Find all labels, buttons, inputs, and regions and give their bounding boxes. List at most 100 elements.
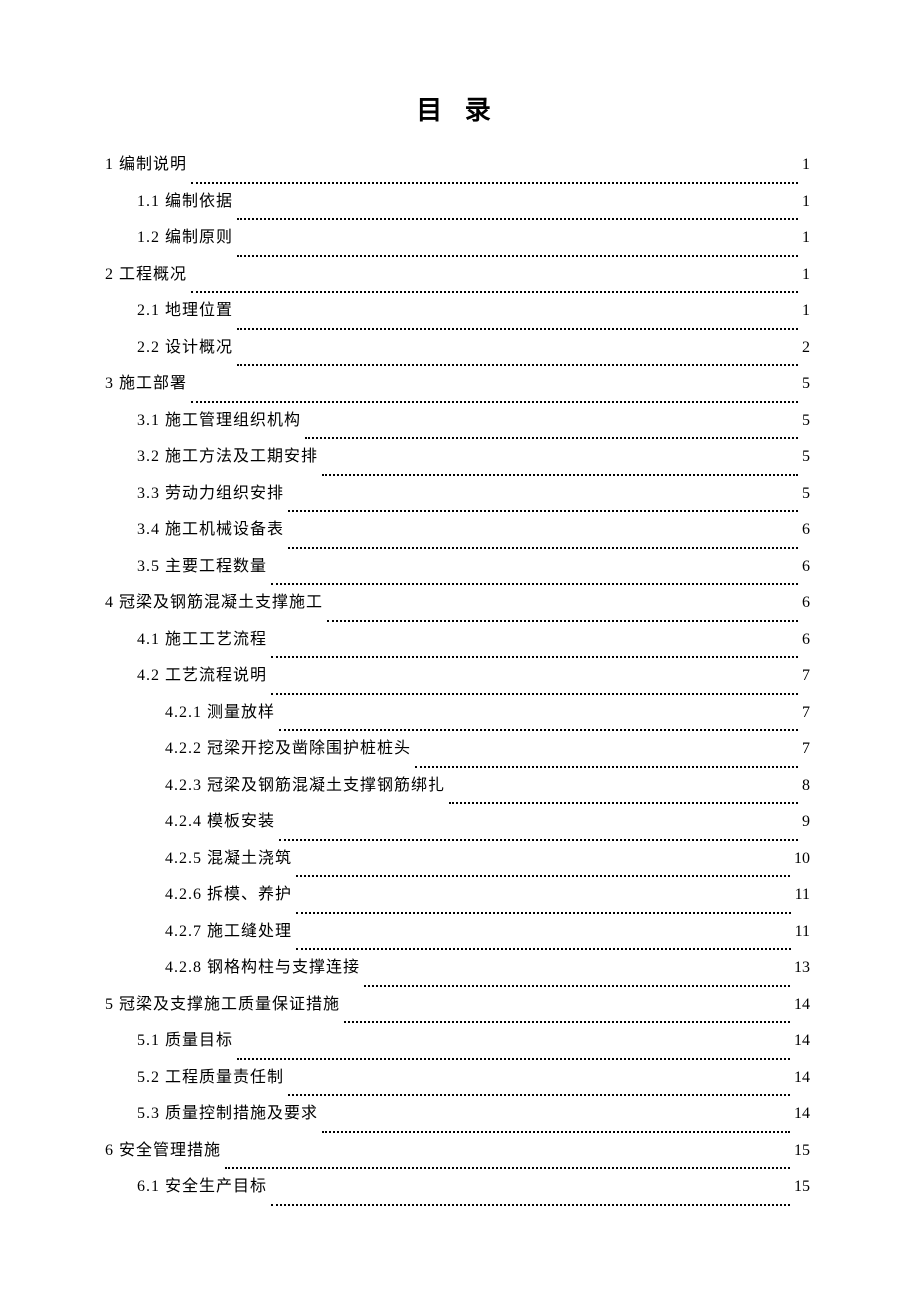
toc-leader-dots (288, 1093, 790, 1096)
toc-leader-dots (296, 947, 791, 950)
toc-entry-label: 4.1 施工工艺流程 (137, 632, 267, 648)
toc-leader-dots (322, 473, 798, 476)
toc-leader-dots (364, 984, 790, 987)
toc-entry: 4.1 施工工艺流程 6 (105, 632, 810, 669)
toc-leader-dots (237, 217, 798, 220)
toc-leader-dots (271, 655, 798, 658)
toc-entry: 4.2.2 冠梁开挖及凿除围护桩桩头 7 (105, 741, 810, 778)
toc-leader-dots (271, 692, 798, 695)
toc-entry-page: 15 (794, 1179, 810, 1195)
toc-entry-label: 3.2 施工方法及工期安排 (137, 449, 318, 465)
toc-entry: 1.2 编制原则 1 (105, 230, 810, 267)
toc-entry-page: 10 (794, 851, 810, 867)
toc-entry: 3.4 施工机械设备表 6 (105, 522, 810, 559)
toc-entry-page: 1 (802, 157, 810, 173)
toc-entry: 3.2 施工方法及工期安排5 (105, 449, 810, 486)
toc-entry-page: 6 (802, 522, 810, 538)
toc-leader-dots (237, 363, 798, 366)
toc-entry-label: 5.1 质量目标 (137, 1033, 233, 1049)
toc-entry-label: 1.2 编制原则 (137, 230, 233, 246)
toc-entry: 4.2 工艺流程说明 7 (105, 668, 810, 705)
toc-entry-label: 4.2.5 混凝土浇筑 (165, 851, 292, 867)
toc-entry-label: 3.5 主要工程数量 (137, 559, 267, 575)
document-page: 目 录 1 编制说明11.1 编制依据11.2 编制原则12 工程概况12.1 … (0, 0, 920, 1302)
toc-entry-page: 5 (802, 376, 810, 392)
toc-entry-page: 2 (802, 340, 810, 356)
toc-entry-label: 2 工程概况 (105, 267, 187, 283)
toc-entry: 5.1 质量目标 14 (105, 1033, 810, 1070)
toc-entry: 4 冠梁及钢筋混凝土支撑施工 6 (105, 595, 810, 632)
toc-leader-dots (327, 619, 798, 622)
toc-leader-dots (237, 1057, 790, 1060)
toc-leader-dots (288, 509, 798, 512)
toc-leader-dots (296, 874, 790, 877)
toc-entry-page: 7 (802, 668, 810, 684)
toc-leader-dots (225, 1166, 790, 1169)
toc-leader-dots (237, 254, 798, 257)
toc-entry-page: 11 (795, 924, 810, 940)
toc-entry: 3 施工部署 5 (105, 376, 810, 413)
toc-entry-page: 5 (802, 486, 810, 502)
toc-leader-dots (191, 290, 798, 293)
toc-leader-dots (191, 400, 798, 403)
toc-entry-label: 3.1 施工管理组织机构 (137, 413, 301, 429)
toc-entry-label: 1.1 编制依据 (137, 194, 233, 210)
toc-entry-label: 4.2.1 测量放样 (165, 705, 275, 721)
toc-entry: 4.2.3 冠梁及钢筋混凝土支撑钢筋绑扎8 (105, 778, 810, 815)
toc-entry-page: 14 (794, 1033, 810, 1049)
toc-leader-dots (271, 582, 798, 585)
toc-entry-label: 4.2.2 冠梁开挖及凿除围护桩桩头 (165, 741, 411, 757)
toc-entry-page: 11 (795, 887, 810, 903)
toc-entry-label: 4.2.4 模板安装 (165, 814, 275, 830)
toc-entry-page: 1 (802, 303, 810, 319)
toc-entry-label: 4.2.8 钢格构柱与支撑连接 (165, 960, 360, 976)
toc-entry: 5 冠梁及支撑施工质量保证措施14 (105, 997, 810, 1034)
toc-title: 目 录 (105, 90, 810, 127)
toc-entry-label: 1 编制说明 (105, 157, 187, 173)
toc-entry-label: 3 施工部署 (105, 376, 187, 392)
toc-entry-label: 5.3 质量控制措施及要求 (137, 1106, 318, 1122)
toc-entry-page: 6 (802, 632, 810, 648)
toc-entry-page: 6 (802, 559, 810, 575)
toc-entry-page: 15 (794, 1143, 810, 1159)
toc-entry: 4.2.6 拆模、养护 11 (105, 887, 810, 924)
toc-entry: 5.2 工程质量责任制14 (105, 1070, 810, 1107)
toc-entry-page: 9 (802, 814, 810, 830)
toc-leader-dots (191, 181, 798, 184)
toc-leader-dots (305, 436, 798, 439)
toc-entry-page: 1 (802, 194, 810, 210)
toc-entry-page: 1 (802, 230, 810, 246)
toc-entry-label: 4.2 工艺流程说明 (137, 668, 267, 684)
toc-entry: 3.3 劳动力组织安排5 (105, 486, 810, 523)
toc-entry: 2 工程概况 1 (105, 267, 810, 304)
toc-entry-label: 6.1 安全生产目标 (137, 1179, 267, 1195)
toc-entry: 6.1 安全生产目标 15 (105, 1179, 810, 1216)
toc-leader-dots (279, 728, 798, 731)
toc-leader-dots (288, 546, 798, 549)
toc-entry: 2.2 设计概况2 (105, 340, 810, 377)
toc-entry: 1.1 编制依据 1 (105, 194, 810, 231)
toc-entry: 4.2.8 钢格构柱与支撑连接13 (105, 960, 810, 997)
toc-entry-page: 7 (802, 741, 810, 757)
toc-entry: 3.5 主要工程数量 6 (105, 559, 810, 596)
toc-entry-page: 14 (794, 1106, 810, 1122)
toc-entry-label: 4.2.3 冠梁及钢筋混凝土支撑钢筋绑扎 (165, 778, 445, 794)
toc-entry: 3.1 施工管理组织机构 5 (105, 413, 810, 450)
toc-entry-label: 4.2.6 拆模、养护 (165, 887, 292, 903)
toc-entry-label: 4 冠梁及钢筋混凝土支撑施工 (105, 595, 323, 611)
toc-entry-page: 6 (802, 595, 810, 611)
toc-entry-page: 1 (802, 267, 810, 283)
toc-leader-dots (271, 1203, 790, 1206)
toc-entry-label: 3.4 施工机械设备表 (137, 522, 284, 538)
toc-leader-dots (415, 765, 798, 768)
toc-leader-dots (296, 911, 791, 914)
toc-entry-label: 5.2 工程质量责任制 (137, 1070, 284, 1086)
toc-entry-page: 5 (802, 413, 810, 429)
toc-leader-dots (344, 1020, 790, 1023)
toc-entry-page: 7 (802, 705, 810, 721)
toc-entry: 1 编制说明 1 (105, 157, 810, 194)
toc-container: 1 编制说明11.1 编制依据11.2 编制原则12 工程概况12.1 地理位置… (105, 157, 810, 1216)
toc-entry: 2.1 地理位置1 (105, 303, 810, 340)
toc-entry-label: 4.2.7 施工缝处理 (165, 924, 292, 940)
toc-leader-dots (279, 838, 798, 841)
